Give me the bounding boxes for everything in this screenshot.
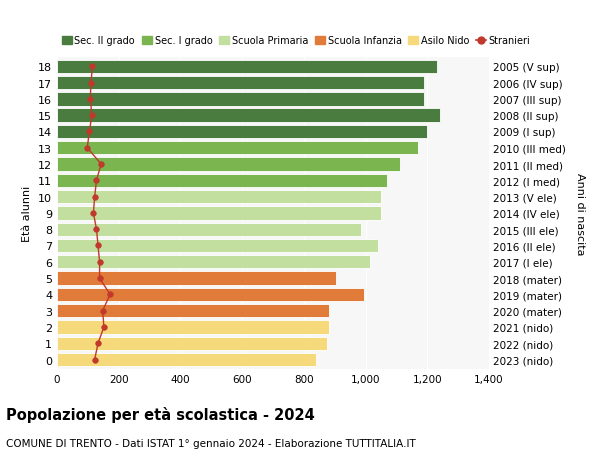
Bar (57, 239, 378, 252)
Bar (57, 304, 329, 318)
Bar (57, 158, 400, 171)
Bar (57, 174, 387, 188)
Bar (57, 77, 424, 90)
Y-axis label: Età alunni: Età alunni (22, 185, 32, 241)
Legend: Sec. II grado, Sec. I grado, Scuola Primaria, Scuola Infanzia, Asilo Nido, Stran: Sec. II grado, Sec. I grado, Scuola Prim… (62, 36, 530, 46)
Text: COMUNE DI TRENTO - Dati ISTAT 1° gennaio 2024 - Elaborazione TUTTITALIA.IT: COMUNE DI TRENTO - Dati ISTAT 1° gennaio… (6, 438, 416, 448)
Bar (57, 61, 437, 74)
Bar (57, 256, 370, 269)
Bar (57, 288, 364, 302)
Bar (57, 223, 361, 236)
Bar (57, 272, 336, 285)
Bar (57, 207, 381, 220)
Bar (57, 142, 418, 155)
Bar (57, 93, 424, 106)
Bar (57, 109, 440, 123)
Y-axis label: Anni di nascita: Anni di nascita (575, 172, 586, 255)
Text: Popolazione per età scolastica - 2024: Popolazione per età scolastica - 2024 (6, 406, 315, 422)
Bar (57, 353, 316, 366)
Bar (57, 125, 427, 139)
Bar (57, 190, 381, 204)
Bar (57, 320, 329, 334)
Bar (57, 337, 327, 350)
